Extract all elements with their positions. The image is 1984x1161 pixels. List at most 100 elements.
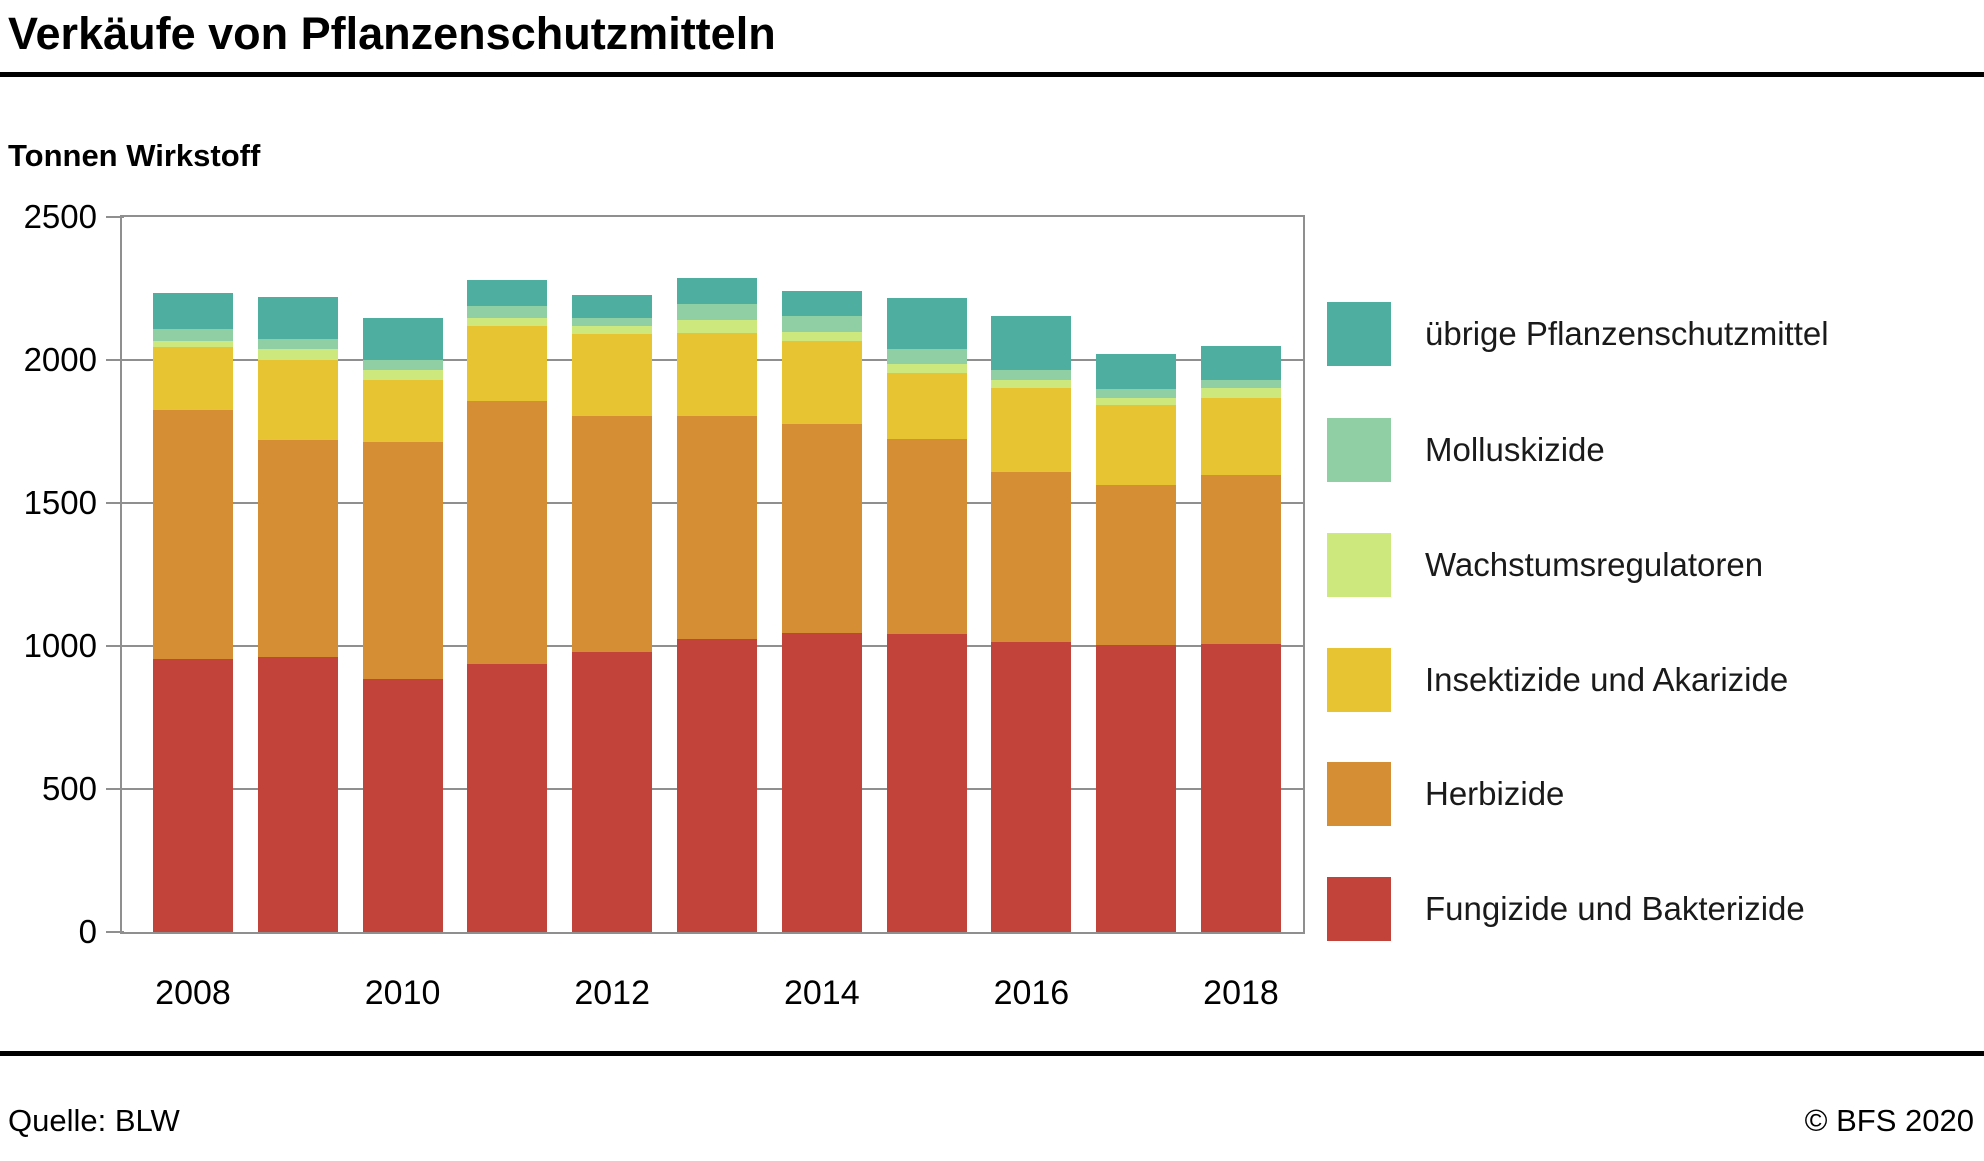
legend-item-fungizide-und-bakterizide: Fungizide und Bakterizide [1327,849,1965,969]
y-tick-mark-2000 [106,359,124,361]
footer-rule [0,1051,1984,1056]
bar-2012 [572,217,653,932]
bar-segment-2015-insektizide-und-akarizide [886,372,967,439]
plot-area: 0 500 1000 1500 2000 2500 2008 2010 2012 2014 2016… [24,198,1305,1012]
bar-segment-2014-übrige-pflanzenschutzmittel [781,290,862,317]
bar-segment-2009-herbizide [257,440,338,657]
legend-label-insektizide-und-akarizide: Insektizide und Akarizide [1425,661,1789,699]
bar-2009 [257,217,338,932]
bar-segment-2015-übrige-pflanzenschutzmittel [886,297,967,349]
bar-segment-2008-herbizide [153,410,233,659]
legend-swatch-herbizide [1327,762,1391,826]
bar-segment-2014-herbizide [781,423,862,633]
bar-2011 [467,217,548,932]
bar-2016 [991,217,1072,932]
bar-segment-2010-übrige-pflanzenschutzmittel [362,318,443,360]
bar-2008 [153,217,233,932]
bar-segment-2014-insektizide-und-akarizide [781,341,862,424]
bar-segment-2010-fungizide-und-bakterizide [362,679,443,932]
bar-segment-2008-fungizide-und-bakterizide [153,658,233,932]
bar-segment-2010-wachstumsregulatoren [362,370,443,381]
bar-segment-2009-wachstumsregulatoren [257,349,338,361]
bar-segment-2013-insektizide-und-akarizide [677,332,757,417]
bar-segment-2017-insektizide-und-akarizide [1096,405,1177,485]
bar-segment-2017-molluskizide [1096,389,1177,399]
x-tick-label-2010: 2010 [364,974,441,1012]
legend-label-molluskizide: Molluskizide [1425,431,1605,469]
bar-segment-2016-insektizide-und-akarizide [991,387,1072,472]
bar-segment-2012-wachstumsregulatoren [572,326,653,335]
legend-item-übrige-pflanzenschutzmittel: übrige Pflanzenschutzmittel [1327,274,1965,394]
bar-segment-2015-herbizide [886,438,967,634]
bar-segment-2013-wachstumsregulatoren [677,319,757,333]
bar-2010 [362,217,443,932]
bar-2013 [677,217,757,932]
legend-label-fungizide-und-bakterizide: Fungizide und Bakterizide [1425,890,1805,928]
bar-segment-2017-wachstumsregulatoren [1096,398,1177,406]
bar-segment-2011-herbizide [467,400,548,664]
bar-segment-2018-fungizide-und-bakterizide [1201,643,1281,932]
bar-segment-2015-fungizide-und-bakterizide [886,633,967,932]
y-tick-label-1000: 1000 [23,627,97,664]
legend-swatch-übrige-pflanzenschutzmittel [1327,302,1391,366]
legend-item-herbizide: Herbizide [1327,734,1965,854]
bar-segment-2018-insektizide-und-akarizide [1201,397,1281,476]
bar-segment-2009-fungizide-und-bakterizide [257,656,338,932]
bar-segment-2016-molluskizide [991,369,1072,381]
legend-label-übrige-pflanzenschutzmittel: übrige Pflanzenschutzmittel [1425,315,1829,353]
y-tick-mark-500 [106,788,124,790]
bar-segment-2012-herbizide [572,416,653,653]
bar-segment-2016-wachstumsregulatoren [991,380,1072,388]
bar-segment-2009-übrige-pflanzenschutzmittel [257,296,338,339]
y-tick-mark-0 [106,931,124,933]
title-rule [0,72,1984,77]
bar-segment-2016-fungizide-und-bakterizide [991,642,1072,932]
bar-2017 [1096,217,1177,932]
copyright-note: © BFS 2020 [1804,1103,1974,1138]
legend-label-wachstumsregulatoren: Wachstumsregulatoren [1425,546,1764,584]
bar-segment-2012-übrige-pflanzenschutzmittel [572,295,653,318]
y-tick-label-2000: 2000 [23,341,97,378]
legend-item-insektizide-und-akarizide: Insektizide und Akarizide [1327,620,1965,740]
bar-segment-2008-insektizide-und-akarizide [153,346,233,411]
source-note: Quelle: BLW [8,1103,180,1138]
bar-segment-2014-wachstumsregulatoren [781,331,862,342]
bar-segment-2015-wachstumsregulatoren [886,363,967,373]
bar-segment-2018-übrige-pflanzenschutzmittel [1201,346,1281,381]
bar-segment-2012-insektizide-und-akarizide [572,334,653,417]
y-tick-label-1500: 1500 [23,484,97,521]
bar-segment-2012-molluskizide [572,317,653,327]
y-tick-mark-1000 [106,645,124,647]
x-tick-label-2014: 2014 [783,974,860,1012]
bar-segment-2008-molluskizide [153,328,233,341]
legend-swatch-molluskizide [1327,418,1391,482]
x-tick-label-2018: 2018 [1203,974,1279,1012]
y-axis-unit-label: Tonnen Wirkstoff [8,138,261,173]
bar-segment-2011-insektizide-und-akarizide [467,325,548,401]
bar-segment-2018-herbizide [1201,475,1281,644]
bar-segment-2017-herbizide [1096,484,1177,646]
bar-segment-2011-fungizide-und-bakterizide [467,663,548,932]
bar-segment-2013-fungizide-und-bakterizide [677,639,757,932]
bar-segment-2009-molluskizide [257,338,338,350]
x-tick-label-2008: 2008 [155,974,231,1012]
bar-segment-2008-wachstumsregulatoren [153,340,233,347]
legend-label-herbizide: Herbizide [1425,775,1565,813]
bar-segment-2011-molluskizide [467,306,548,318]
legend-item-wachstumsregulatoren: Wachstumsregulatoren [1327,505,1965,625]
x-tick-label-2012: 2012 [574,974,650,1012]
bar-segment-2018-wachstumsregulatoren [1201,388,1281,398]
bar-2015 [886,217,967,932]
x-tick-label-2016: 2016 [993,974,1070,1012]
legend-swatch-wachstumsregulatoren [1327,533,1391,597]
y-tick-mark-2500 [106,216,124,219]
bar-segment-2008-übrige-pflanzenschutzmittel [153,292,233,329]
bar-segment-2013-molluskizide [677,303,757,320]
bar-segment-2009-insektizide-und-akarizide [257,360,338,441]
bar-segment-2015-molluskizide [886,348,967,364]
y-tick-label-500: 500 [41,770,97,807]
bar-segment-2011-übrige-pflanzenschutzmittel [467,279,548,307]
bar-segment-2010-insektizide-und-akarizide [362,380,443,442]
y-tick-label-2500: 2500 [23,198,97,235]
